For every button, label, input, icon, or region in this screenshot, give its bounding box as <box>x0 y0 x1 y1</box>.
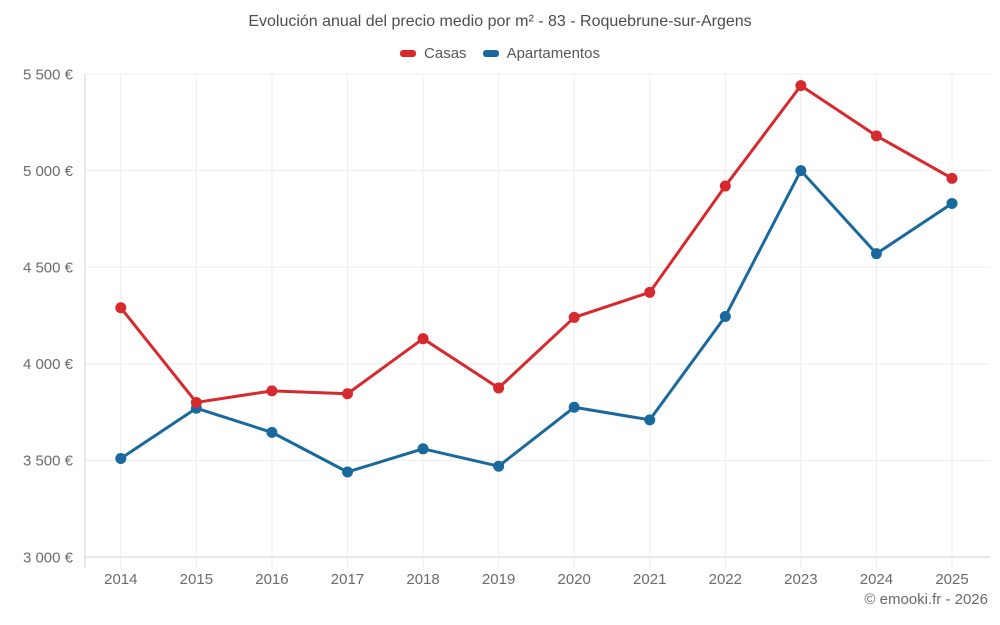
casas-point-2014 <box>115 302 127 314</box>
casas-point-2019 <box>493 382 505 394</box>
apartamentos-point-2020 <box>568 401 580 413</box>
y-tick-label: 5 500 € <box>23 66 74 83</box>
x-tick-label: 2020 <box>557 571 590 588</box>
y-tick-label: 4 000 € <box>23 356 74 373</box>
apartamentos-legend-swatch <box>482 50 499 57</box>
chart-legend: Casas Apartamentos <box>0 45 1000 62</box>
casas-line <box>119 84 954 404</box>
casas-legend-swatch <box>400 50 417 57</box>
x-tick-label: 2021 <box>633 571 666 588</box>
y-tick-label: 3 000 € <box>23 549 74 566</box>
apartamentos-point-2022 <box>719 310 731 322</box>
apartamentos-point-2025 <box>946 197 958 209</box>
x-tick-label: 2019 <box>482 571 515 588</box>
x-tick-label: 2015 <box>180 571 213 588</box>
legend-item-casas[interactable]: Casas <box>400 45 467 62</box>
copyright-note: © emooki.fr - 2026 <box>864 591 988 608</box>
casas-point-2018 <box>417 333 429 345</box>
x-tick-label: 2014 <box>104 571 137 588</box>
x-tick-label: 2022 <box>709 571 742 588</box>
casas-point-2016 <box>266 385 278 397</box>
casas-point-2021 <box>644 286 656 298</box>
casas-point-2017 <box>341 388 353 400</box>
apartamentos-point-2018 <box>417 443 429 455</box>
y-tick-label: 3 500 € <box>23 453 74 470</box>
apartamentos-point-2023 <box>795 165 807 177</box>
y-tick-label: 5 000 € <box>23 163 74 180</box>
chart-title: Evolución anual del precio medio por m² … <box>248 13 752 30</box>
x-tick-label: 2017 <box>331 571 364 588</box>
apartamentos-legend-label: Apartamentos <box>506 45 600 62</box>
casas-point-2025 <box>946 172 958 184</box>
casas-point-2022 <box>719 180 731 192</box>
apartamentos-point-2019 <box>493 460 505 472</box>
x-tick-label: 2023 <box>784 571 817 588</box>
x-tick-label: 2024 <box>860 571 893 588</box>
x-tick-label: 2025 <box>935 571 968 588</box>
casas-point-2020 <box>568 311 580 323</box>
apartamentos-point-2017 <box>341 466 353 478</box>
casas-legend-label: Casas <box>424 45 467 62</box>
y-tick-label: 4 500 € <box>23 259 74 276</box>
x-tick-label: 2016 <box>255 571 288 588</box>
casas-point-2023 <box>795 80 807 92</box>
apartamentos-point-2014 <box>115 452 127 464</box>
legend-item-apartamentos[interactable]: Apartamentos <box>482 45 600 62</box>
x-tick-label: 2018 <box>406 571 439 588</box>
apartamentos-point-2021 <box>644 414 656 426</box>
apartamentos-point-2024 <box>870 248 882 260</box>
apartamentos-point-2016 <box>266 426 278 438</box>
apartamentos-line <box>119 169 954 474</box>
casas-point-2024 <box>870 130 882 142</box>
casas-point-2015 <box>190 396 202 408</box>
